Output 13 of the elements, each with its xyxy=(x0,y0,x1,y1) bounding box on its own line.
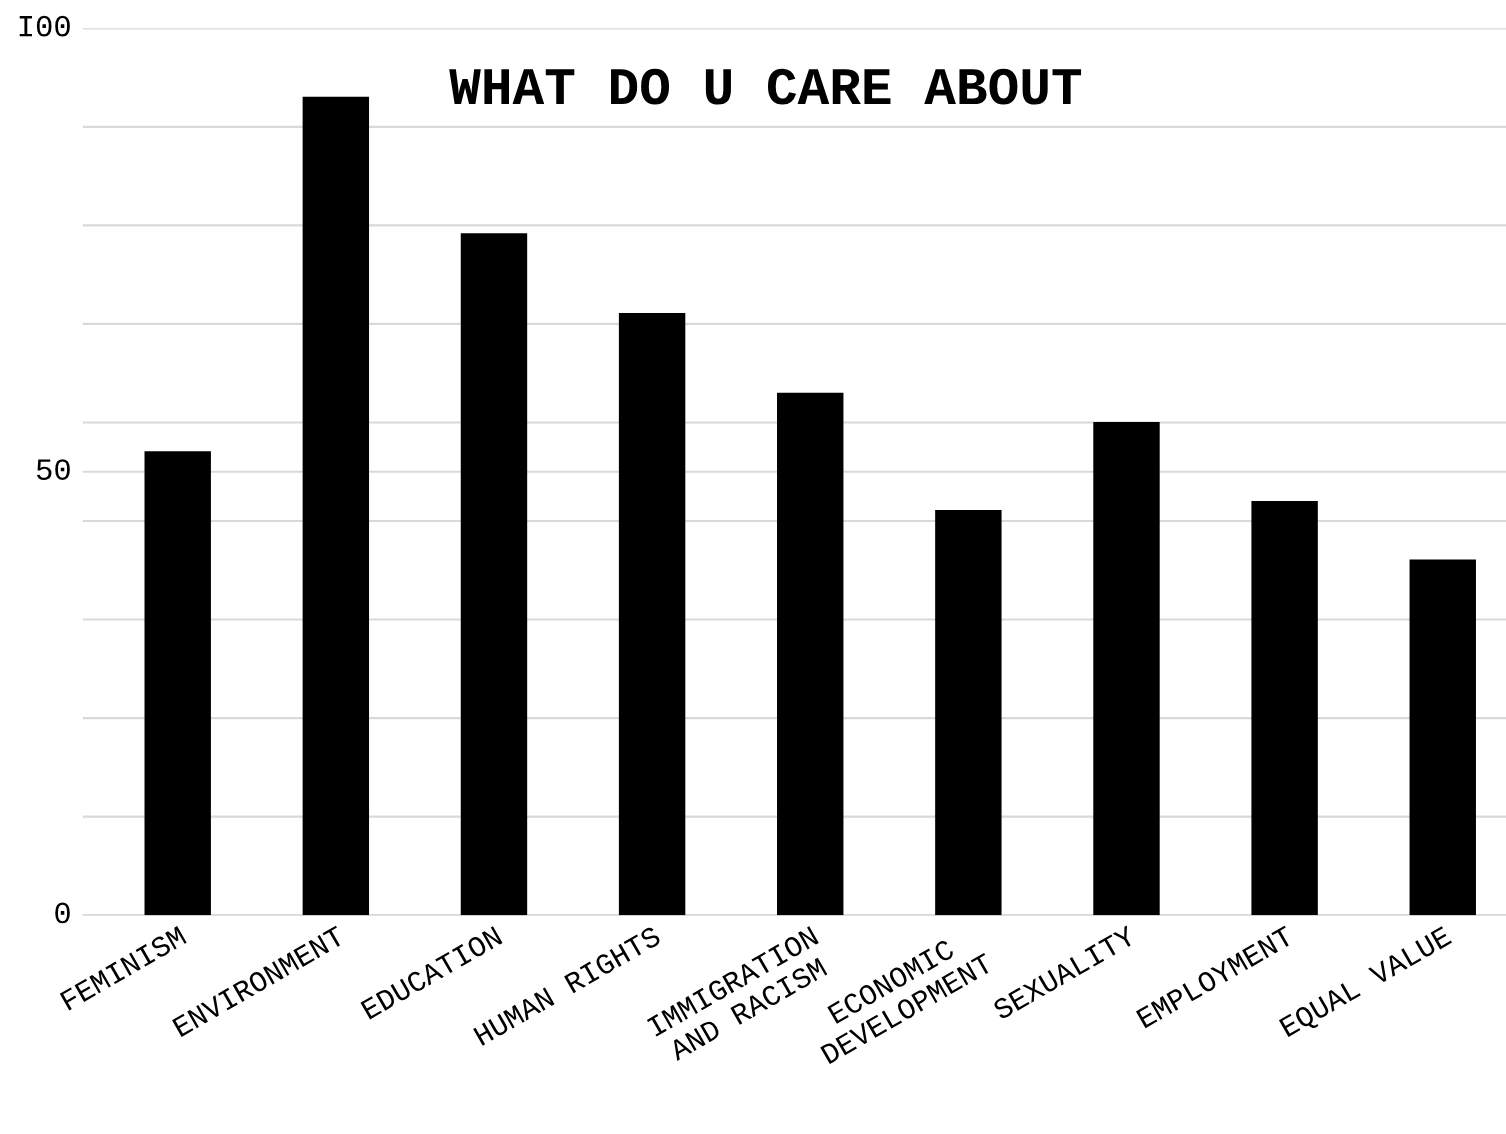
y-tick-label: 50 xyxy=(36,459,70,480)
bar xyxy=(302,96,370,916)
bar xyxy=(1409,559,1476,916)
bar xyxy=(935,509,1002,916)
bar xyxy=(777,392,844,916)
bar xyxy=(618,313,686,916)
y-tick-label: I00 xyxy=(19,15,70,37)
bar xyxy=(144,451,211,916)
y-tick-label: 0 xyxy=(55,902,70,924)
bar xyxy=(1093,422,1160,916)
bar xyxy=(1251,501,1318,916)
bar xyxy=(460,233,528,916)
text: WHAT DO U CARE ABOUT xyxy=(449,68,1082,105)
